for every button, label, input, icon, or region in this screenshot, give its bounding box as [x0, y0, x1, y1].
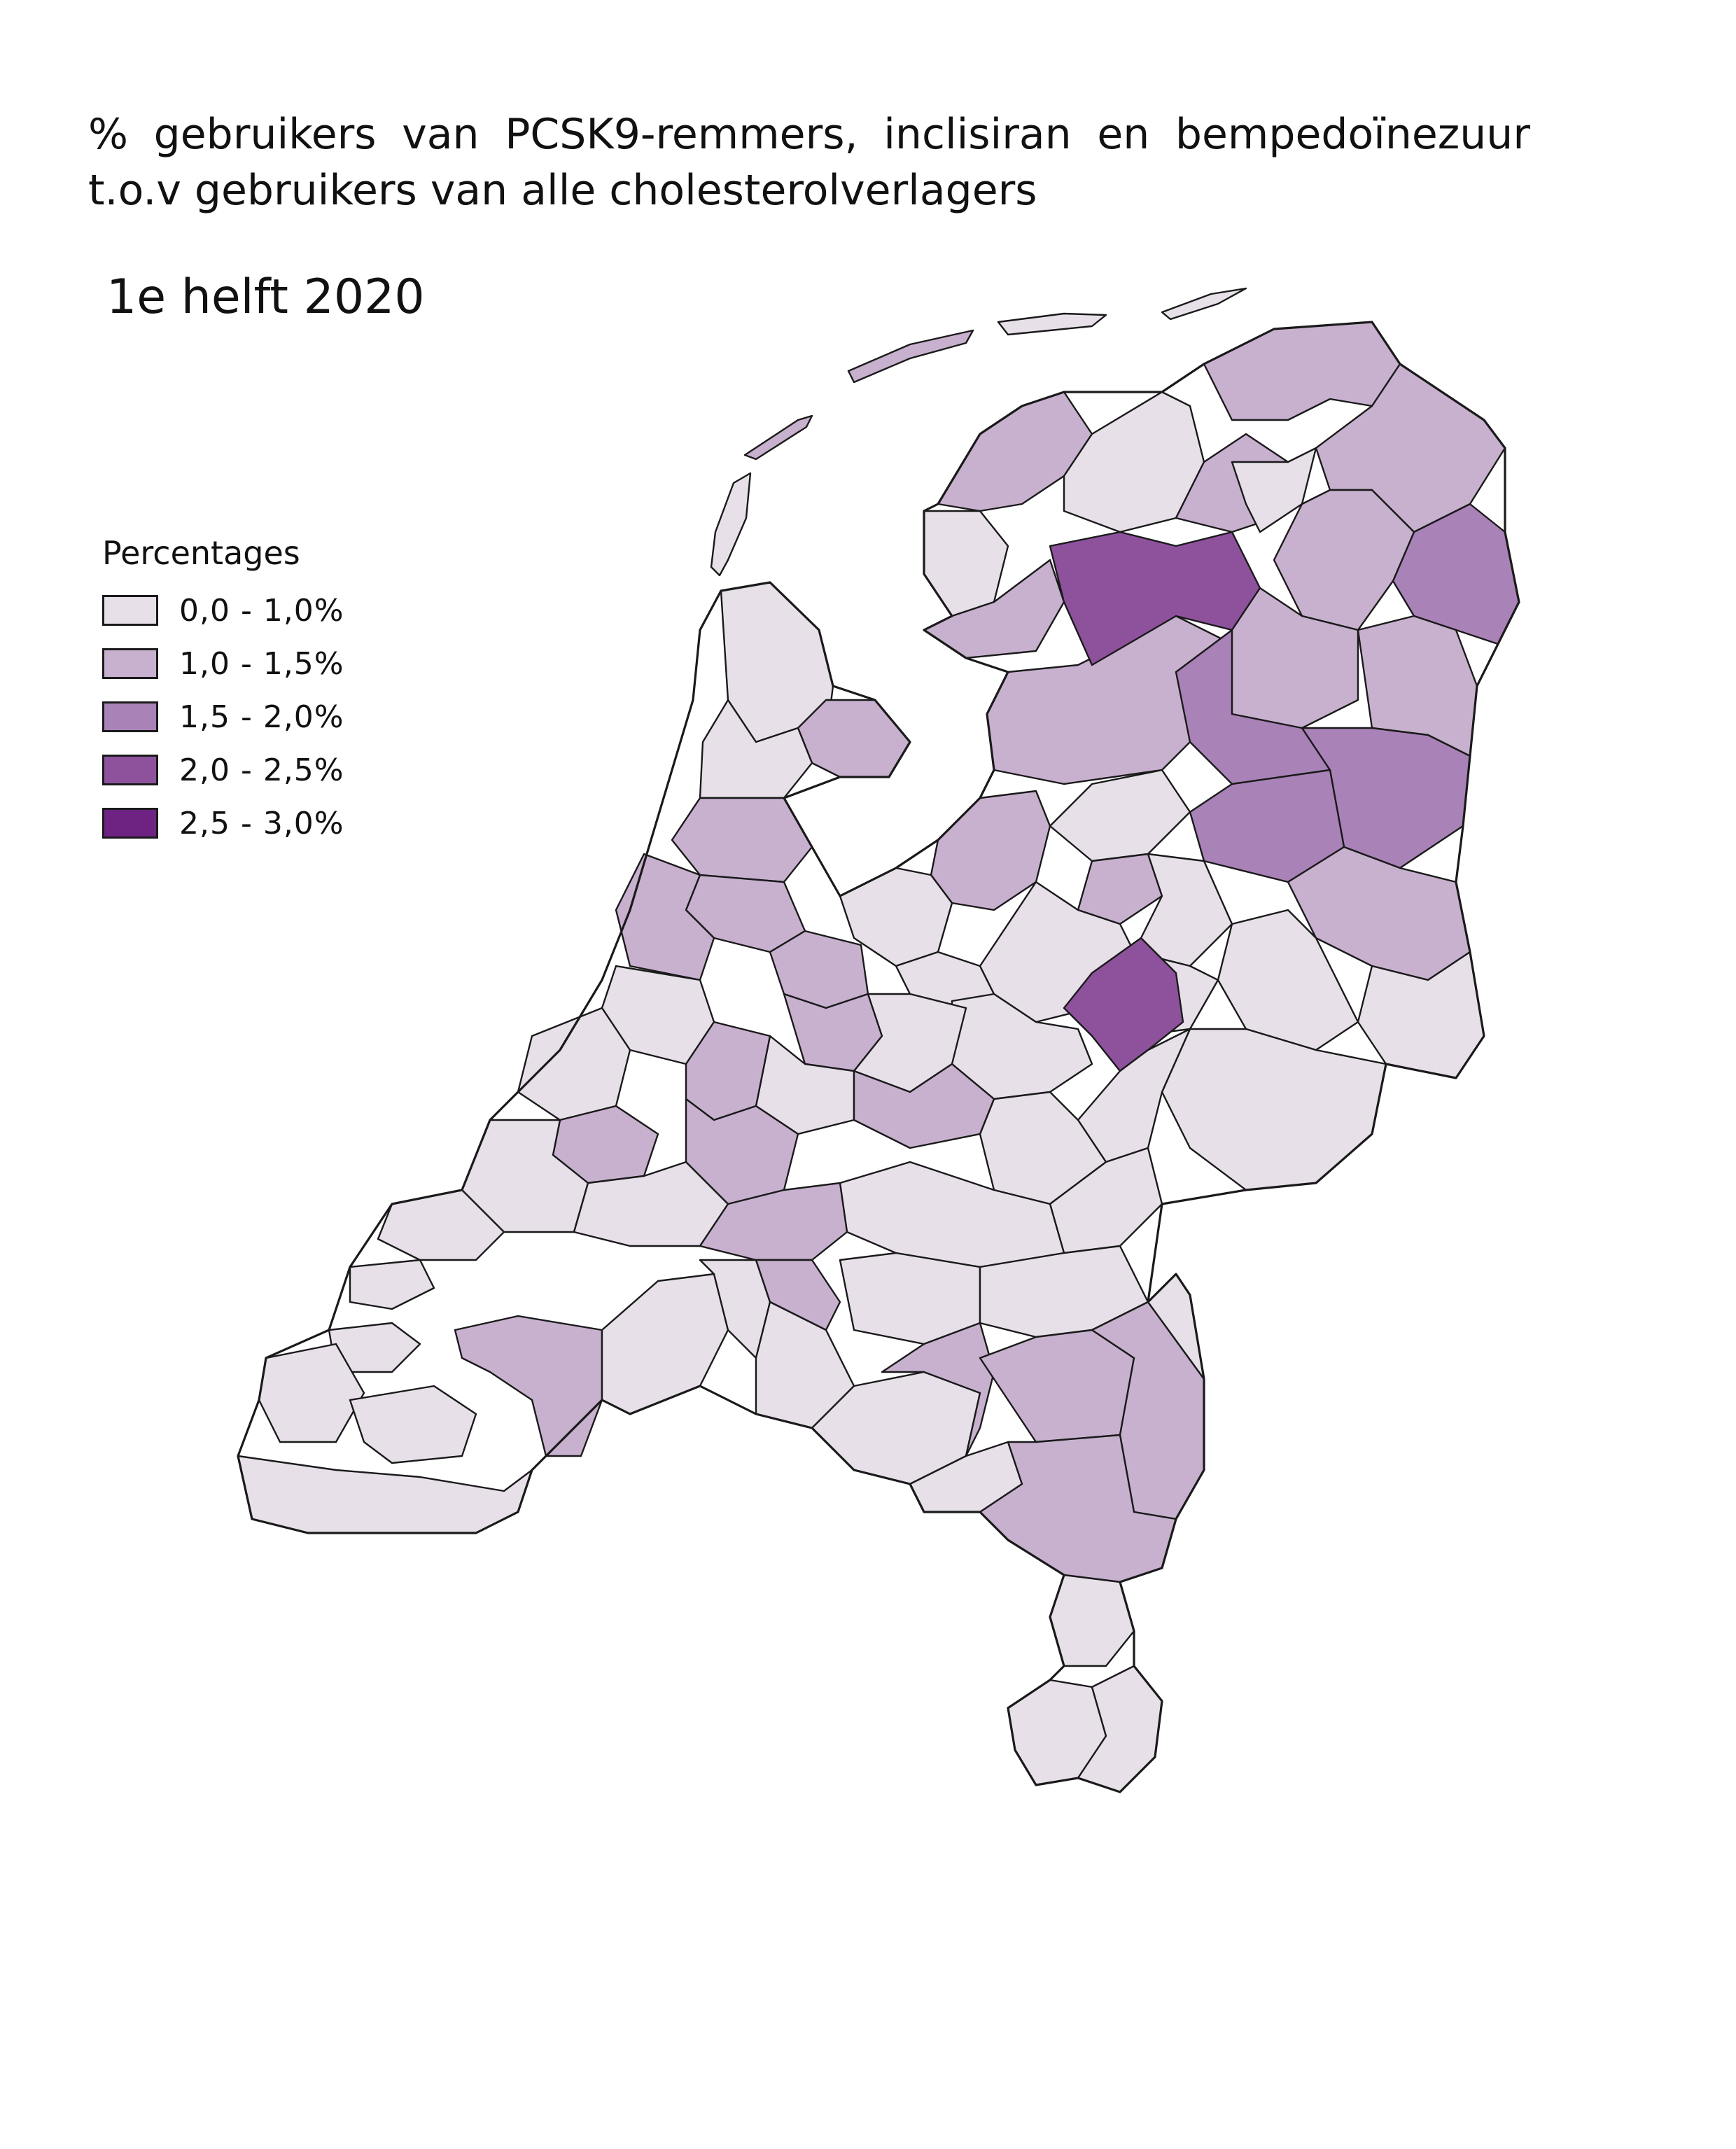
map-subtitle: 1e helft 2020	[106, 270, 425, 325]
legend-item-class-3: 1,5 - 2,0%	[102, 690, 344, 743]
region-enschede	[1217, 909, 1359, 1051]
coastline	[237, 321, 1520, 1793]
legend: Percentages 0,0 - 1,0% 1,0 - 1,5% 1,5 - …	[102, 532, 344, 850]
region-dordrecht	[699, 1182, 848, 1261]
region-haarlem	[615, 853, 715, 981]
legend-title: Percentages	[102, 534, 300, 572]
region-alkmaar	[699, 699, 813, 799]
region-bergen-op-zoom	[601, 1273, 729, 1415]
legend-label-class-2: 1,0 - 1,5%	[179, 645, 344, 682]
region-achterhoek	[1161, 1028, 1387, 1191]
region-zuid-beveland	[349, 1385, 477, 1464]
region-almere	[839, 867, 953, 967]
regions	[237, 321, 1520, 1793]
region-noord-limburg	[979, 1329, 1135, 1443]
legend-swatch-class-2	[102, 648, 158, 679]
legend-item-class-5: 2,5 - 3,0%	[102, 797, 344, 850]
island-ameland	[997, 312, 1107, 336]
wadden-islands	[710, 287, 1247, 577]
legend-swatch-class-4	[102, 755, 158, 785]
legend-item-class-1: 0,0 - 1,0%	[102, 584, 344, 637]
legend-label-class-3: 1,5 - 2,0%	[179, 699, 344, 735]
legend-label-class-1: 0,0 - 1,0%	[179, 592, 344, 629]
region-goeree	[349, 1259, 435, 1310]
region-west-friesland	[797, 699, 911, 778]
region-oosterhout	[755, 1259, 841, 1331]
legend-label-class-5: 2,5 - 3,0%	[179, 805, 344, 841]
region-eindhoven	[881, 1322, 995, 1457]
legend-swatch-class-1	[102, 595, 158, 626]
region-zeeuws-vlaanderen	[237, 1455, 533, 1534]
island-vlieland	[743, 414, 813, 461]
region-utrechtse-heuvelrug	[853, 1063, 995, 1149]
island-terschelling	[847, 329, 974, 384]
region-tholen	[454, 1315, 603, 1457]
region-zuidoost-groningen	[1273, 489, 1415, 631]
region-zwolle	[1077, 853, 1163, 925]
island-texel	[710, 472, 752, 577]
legend-swatch-class-3	[102, 701, 158, 732]
region-groningen-noord	[1203, 321, 1401, 421]
legend-label-class-4: 2,0 - 2,5%	[179, 752, 344, 788]
legend-item-class-2: 1,0 - 1,5%	[102, 637, 344, 690]
legend-swatch-class-5	[102, 808, 158, 839]
legend-item-class-4: 2,0 - 2,5%	[102, 743, 344, 797]
island-schiermonnikoog	[1161, 287, 1247, 321]
map-title: % gebruikers van PCSK9-remmers, inclisir…	[88, 110, 1530, 215]
